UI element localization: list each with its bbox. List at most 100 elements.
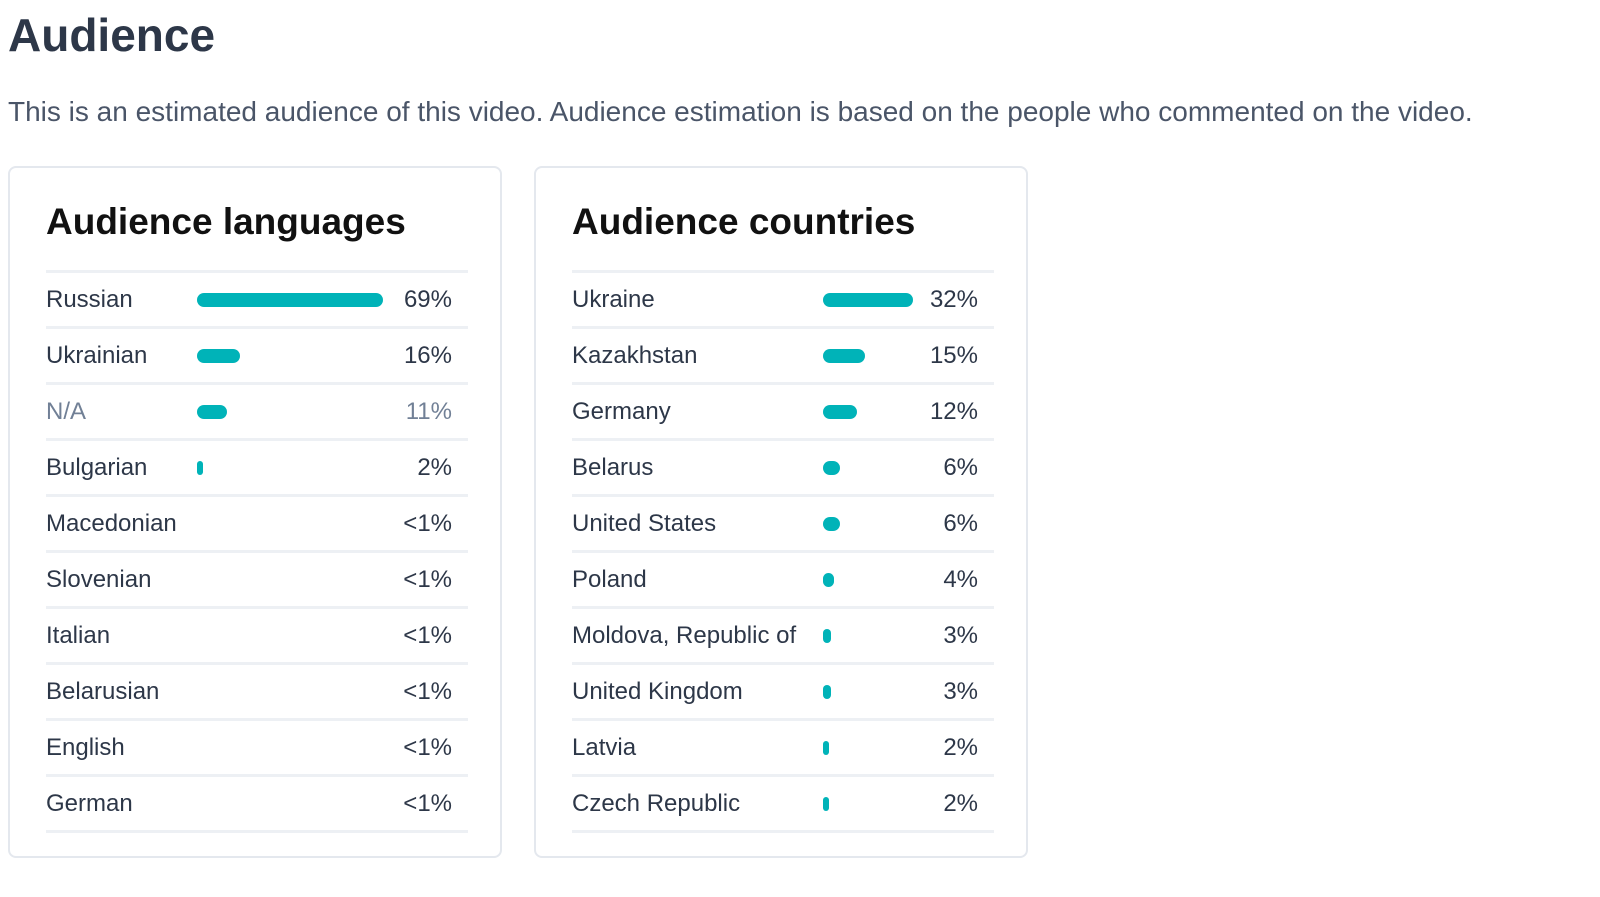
share-bar [197, 461, 203, 475]
share-bar [197, 293, 383, 307]
item-label: Belarus [572, 454, 654, 481]
item-label: Slovenian [46, 566, 152, 593]
share-bar-track [197, 797, 383, 811]
item-percentage: <1% [403, 622, 452, 649]
list-item: Ukraine 32% [572, 273, 994, 329]
share-bar-track [823, 573, 913, 587]
item-percentage: 2% [417, 454, 452, 481]
share-bar-track [823, 461, 913, 475]
item-label: Bulgarian [46, 454, 148, 481]
item-label: Macedonian [46, 510, 177, 537]
list-item: Italian <1% [46, 609, 468, 665]
list-item: Macedonian <1% [46, 497, 468, 553]
item-label: Ukrainian [46, 342, 148, 369]
item-label: German [46, 790, 133, 817]
item-label: Czech Republic [572, 790, 741, 817]
item-percentage: <1% [403, 510, 452, 537]
item-percentage: 69% [403, 286, 452, 313]
list-item: N/A 11% [46, 385, 468, 441]
list-item: Kazakhstan 15% [572, 329, 994, 385]
share-bar [823, 797, 829, 811]
languages-list: Russian 69% Ukrainian 16% N/A 11% Bulgarian 2% M… [46, 270, 468, 833]
share-bar-track [823, 517, 913, 531]
page-title: Audience [8, 9, 216, 61]
item-label: Ukraine [572, 286, 655, 313]
item-label: Latvia [572, 734, 637, 761]
item-percentage: <1% [403, 790, 452, 817]
item-label: United Kingdom [572, 678, 743, 705]
audience-languages-card: Audience languages Russian 69% Ukrainian 16… [8, 166, 502, 858]
page-subtitle: This is an estimated audience of this vi… [8, 96, 1473, 127]
item-percentage: 4% [943, 566, 978, 593]
share-bar-track [823, 741, 913, 755]
share-bar-track [197, 293, 383, 307]
list-item: Bulgarian 2% [46, 441, 468, 497]
share-bar-track [823, 797, 913, 811]
list-item: Germany 12% [572, 385, 994, 441]
share-bar [823, 741, 829, 755]
item-percentage: 2% [943, 734, 978, 761]
item-percentage: 3% [943, 678, 978, 705]
item-label: Moldova, Republic of [572, 622, 797, 649]
share-bar-track [823, 293, 913, 307]
share-bar-track [197, 349, 383, 363]
item-label: Poland [572, 566, 647, 593]
item-label: Belarusian [46, 678, 160, 705]
share-bar [197, 405, 227, 419]
item-percentage: 2% [943, 790, 978, 817]
item-label: United States [572, 510, 717, 537]
item-percentage: 6% [943, 454, 978, 481]
share-bar-track [197, 629, 383, 643]
share-bar-track [823, 629, 913, 643]
item-percentage: <1% [403, 678, 452, 705]
share-bar-track [197, 461, 383, 475]
share-bar-track [197, 741, 383, 755]
share-bar [823, 685, 831, 699]
card-title: Audience countries [572, 201, 916, 242]
item-percentage: 3% [943, 622, 978, 649]
card-title: Audience languages [46, 201, 406, 242]
item-percentage: 11% [405, 398, 452, 425]
share-bar [823, 461, 840, 475]
countries-list: Ukraine 32% Kazakhstan 15% Germany 12% Belarus… [572, 270, 994, 833]
share-bar [823, 629, 831, 643]
list-item: Belarusian <1% [46, 665, 468, 721]
list-item: Belarus 6% [572, 441, 994, 497]
list-item: Ukrainian 16% [46, 329, 468, 385]
item-percentage: 32% [929, 286, 978, 313]
list-item: Poland 4% [572, 553, 994, 609]
share-bar [823, 517, 840, 531]
share-bar [823, 573, 834, 587]
item-label: Russian [46, 286, 133, 313]
share-bar-track [197, 685, 383, 699]
share-bar-track [197, 517, 383, 531]
list-item: United States 6% [572, 497, 994, 553]
share-bar-track [823, 405, 913, 419]
share-bar [823, 349, 865, 363]
item-percentage: 12% [929, 398, 978, 425]
share-bar-track [823, 349, 913, 363]
list-item: German <1% [46, 777, 468, 833]
audience-countries-card: Audience countries Ukraine 32% Kazakhstan 1… [534, 166, 1028, 858]
list-item: Latvia 2% [572, 721, 994, 777]
item-percentage: 15% [929, 342, 978, 369]
item-label: Germany [572, 398, 671, 425]
item-label: Italian [46, 622, 111, 649]
item-percentage: 6% [943, 510, 978, 537]
item-percentage: <1% [403, 566, 452, 593]
list-item: United Kingdom 3% [572, 665, 994, 721]
share-bar-track [197, 405, 383, 419]
item-label: N/A [46, 398, 87, 425]
share-bar [823, 405, 857, 419]
share-bar-track [823, 685, 913, 699]
list-item: Russian 69% [46, 273, 468, 329]
item-percentage: 16% [403, 342, 452, 369]
list-item: English <1% [46, 721, 468, 777]
share-bar [823, 293, 913, 307]
share-bar-track [197, 573, 383, 587]
list-item: Slovenian <1% [46, 553, 468, 609]
list-item: Czech Republic 2% [572, 777, 994, 833]
share-bar [197, 349, 240, 363]
list-item: Moldova, Republic of 3% [572, 609, 994, 665]
